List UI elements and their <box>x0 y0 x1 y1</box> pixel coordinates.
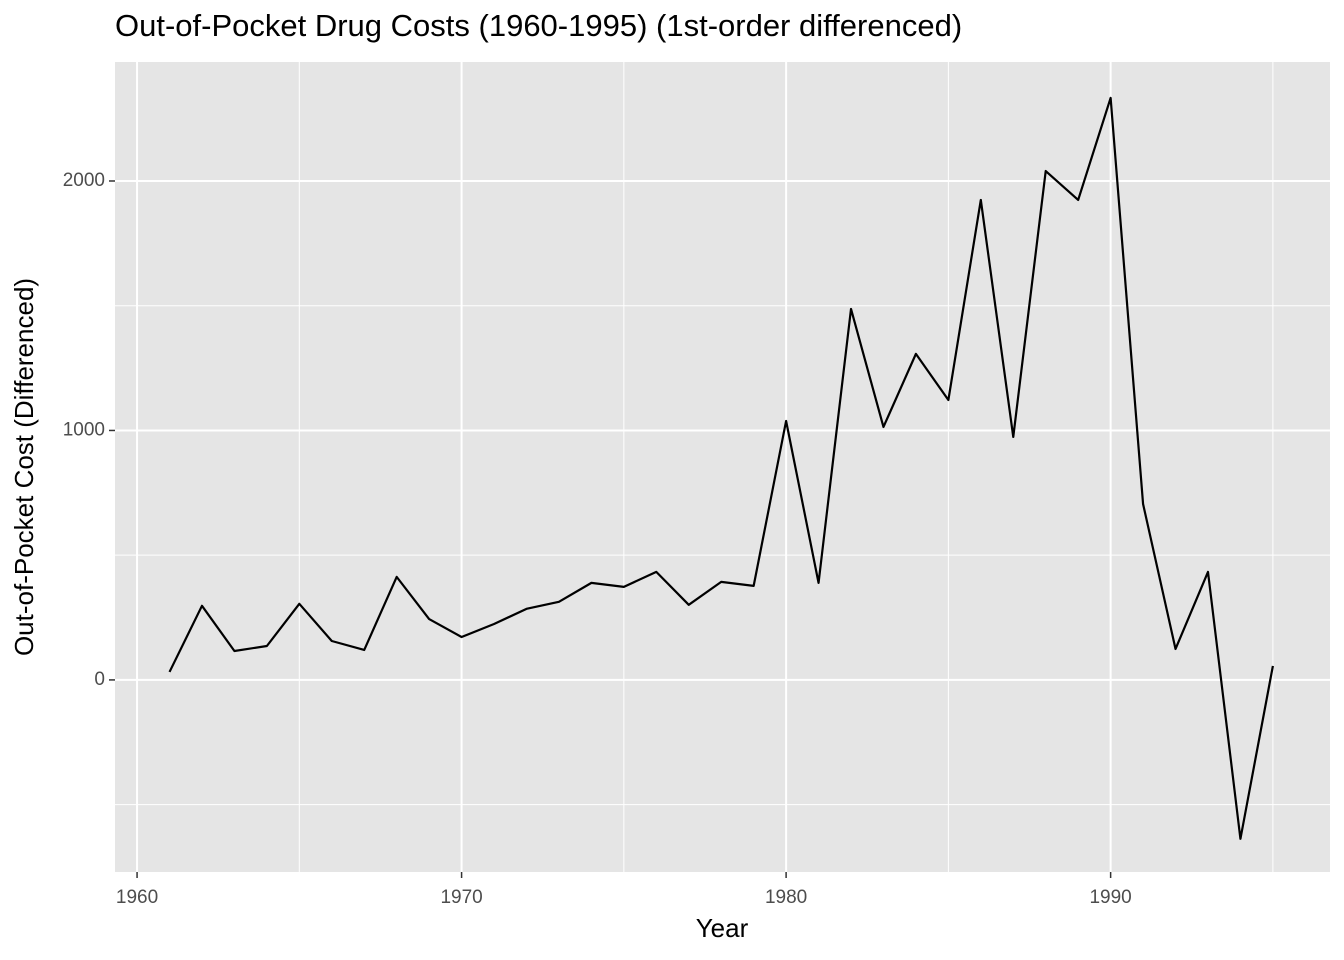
plot-panel <box>115 62 1330 872</box>
x-tick-label: 1970 <box>440 887 482 908</box>
chart-title: Out-of-Pocket Drug Costs (1960-1995) (1s… <box>115 8 962 43</box>
data-line <box>168 96 1274 840</box>
y-tick-label: 2000 <box>63 170 105 191</box>
x-axis-label: Year <box>696 913 749 943</box>
y-tick-label: 0 <box>94 669 105 690</box>
x-tick-label: 1990 <box>1089 887 1131 908</box>
x-tick-label: 1960 <box>116 887 158 908</box>
y-tick-label: 1000 <box>63 419 105 440</box>
y-axis-label: Out-of-Pocket Cost (Differenced) <box>9 278 39 656</box>
x-tick-label: 1980 <box>765 887 807 908</box>
